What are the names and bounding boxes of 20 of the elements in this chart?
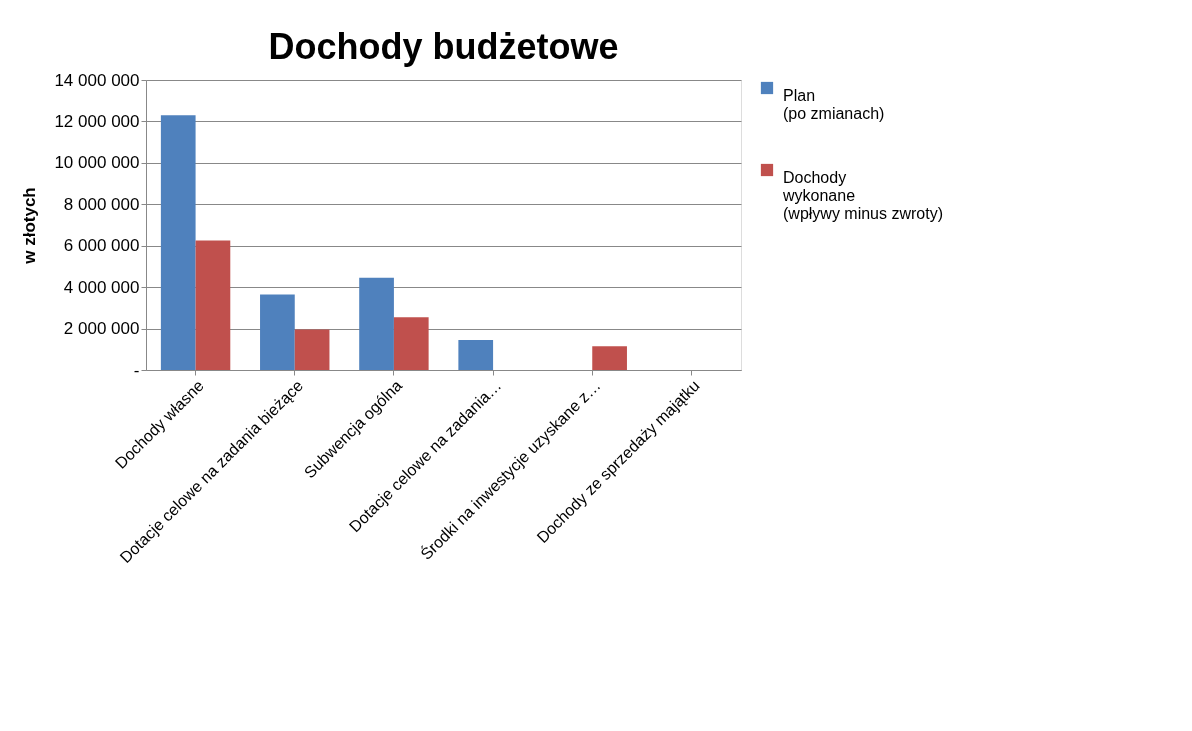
bar [592,346,627,370]
y-tick-label: 8 000 000 [63,194,140,214]
bar [260,294,295,370]
y-tick-label: - [133,360,140,380]
y-tick-label: 12 000 000 [54,111,140,131]
y-tick-label: 14 000 000 [54,70,140,90]
y-axis-title: w złotych [20,187,40,265]
bar [458,339,494,370]
y-tick-label: 4 000 000 [63,277,140,297]
chart-title: Dochody budżetowe [268,26,619,67]
legend-label: Plan (po zmianach) [783,87,885,122]
bar [393,317,429,370]
bar [294,329,330,370]
bar [160,115,196,370]
y-tick-label: 2 000 000 [63,319,140,339]
y-tick-label: 10 000 000 [54,153,140,173]
legend-label: Dochody wykonane (wpływy minus zwroty) [782,169,944,222]
bar [359,277,394,370]
y-tick-label: 6 000 000 [63,236,140,256]
bar [195,240,231,370]
